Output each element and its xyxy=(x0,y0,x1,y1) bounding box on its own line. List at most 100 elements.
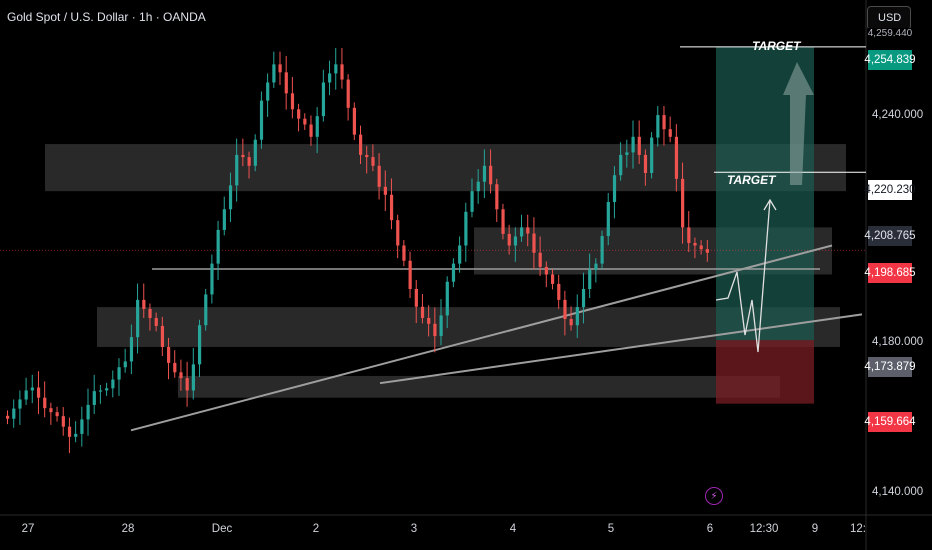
candle-body xyxy=(61,416,65,427)
lightning-icon[interactable]: ⚡ xyxy=(705,487,723,505)
candle-body xyxy=(179,372,183,379)
candle-body xyxy=(105,388,109,391)
price-label-level: 4,208.765 xyxy=(864,226,916,246)
candle-body xyxy=(656,115,660,138)
time-tick: 2 xyxy=(312,523,320,535)
candle-body xyxy=(520,227,524,237)
candle-body xyxy=(154,317,158,326)
candle-body xyxy=(681,178,685,228)
candle-body xyxy=(414,288,418,307)
candle-body xyxy=(470,191,474,212)
time-tick: Dec xyxy=(211,523,233,535)
loss-zone xyxy=(716,340,814,404)
time-tick: 6 xyxy=(706,523,714,535)
price-label-partial: 4,259.440 xyxy=(868,28,912,40)
time-tick: 3 xyxy=(410,523,418,535)
candle-body xyxy=(662,115,666,130)
candle-body xyxy=(427,317,431,324)
candle-body xyxy=(74,433,78,437)
candle-body xyxy=(340,64,344,80)
candle-body xyxy=(216,229,220,264)
candle-body xyxy=(674,136,679,179)
candle-body xyxy=(210,263,214,295)
candle-body xyxy=(458,245,462,264)
candle-body xyxy=(588,269,592,289)
candle-body xyxy=(557,283,561,300)
candle-body xyxy=(123,361,127,368)
candle-body xyxy=(86,404,90,420)
candle-body xyxy=(420,306,425,318)
candle-body xyxy=(637,136,641,155)
candle-body xyxy=(507,233,511,246)
candle-body xyxy=(365,154,369,158)
candle-body xyxy=(266,82,270,101)
candle-body xyxy=(36,387,41,398)
candle-body xyxy=(111,379,115,389)
candle-body xyxy=(80,419,84,434)
candle-body xyxy=(24,390,28,400)
candle-body xyxy=(43,397,47,409)
candle-body xyxy=(693,242,697,246)
candle-body xyxy=(569,319,573,326)
candle-body xyxy=(668,129,672,137)
candle-body xyxy=(650,137,654,174)
candle-body xyxy=(544,266,548,275)
candle-body xyxy=(451,263,456,282)
trendline-support xyxy=(379,313,863,385)
price-label-lower: 4,173.879 xyxy=(864,357,916,377)
price-label-stop: 4,159.664 xyxy=(864,412,916,432)
target-label-lower: TARGET xyxy=(727,173,776,187)
candle-body xyxy=(532,233,536,253)
candle-body xyxy=(581,288,586,308)
candle-body xyxy=(185,378,189,391)
time-tick: 12: xyxy=(850,523,866,535)
candle-body xyxy=(67,426,72,437)
candle-body xyxy=(550,274,555,284)
price-tick-4240: 4,240.000 xyxy=(872,109,924,121)
time-tick: 12:30 xyxy=(749,523,779,535)
zone-base-support xyxy=(178,375,780,398)
candle-body xyxy=(402,245,406,261)
candle-body xyxy=(389,194,394,221)
candle-body xyxy=(377,165,381,187)
candle-body xyxy=(606,202,610,237)
candle-body xyxy=(197,325,202,365)
candle-body xyxy=(228,185,233,210)
time-tick: 4 xyxy=(509,523,517,535)
candle-body xyxy=(464,211,468,246)
price-label-target: 4,254.839 xyxy=(864,50,916,70)
candle-body xyxy=(49,408,53,413)
candle-body xyxy=(408,260,412,289)
candle-body xyxy=(612,175,617,203)
candle-body xyxy=(328,73,332,83)
candle-body xyxy=(482,165,487,182)
candle-body xyxy=(142,299,146,309)
candle-body xyxy=(284,72,288,94)
currency-button[interactable]: USD xyxy=(867,6,911,30)
candle-body xyxy=(513,236,518,246)
candle-body xyxy=(352,107,357,135)
candle-body xyxy=(173,362,177,373)
candle-body xyxy=(30,387,34,391)
candle-body xyxy=(272,64,276,83)
candle-body xyxy=(204,294,208,326)
candle-body xyxy=(297,109,301,119)
trendline-lower xyxy=(130,244,833,432)
target-label-upper: TARGET xyxy=(752,39,801,53)
target-arrow xyxy=(783,62,814,185)
candle-body xyxy=(321,82,326,117)
candle-body xyxy=(439,315,443,337)
time-tick: 28 xyxy=(121,523,135,535)
candle-body xyxy=(12,408,16,419)
candle-body xyxy=(631,136,635,153)
candle-body xyxy=(433,323,437,337)
candle-body xyxy=(643,154,648,174)
candle-body xyxy=(359,134,363,155)
candle-body xyxy=(334,64,338,74)
candle-body xyxy=(526,227,530,234)
candle-body xyxy=(315,116,319,137)
candle-body xyxy=(309,124,313,137)
time-tick: 27 xyxy=(21,523,35,535)
candle-body xyxy=(619,154,623,176)
